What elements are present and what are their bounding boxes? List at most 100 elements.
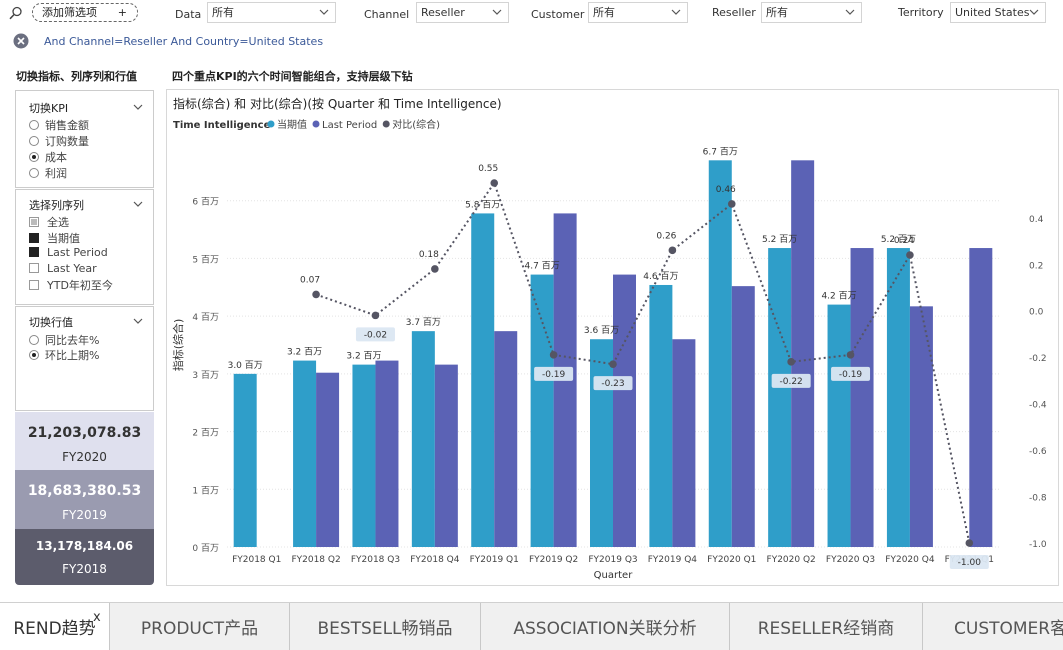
tab-reseller[interactable]: RESELLER经销商 bbox=[730, 603, 923, 650]
kpi-option-sales[interactable]: 销售金额 bbox=[29, 117, 89, 132]
line-label-bg bbox=[593, 376, 633, 391]
tab-label: PRODUCT产品 bbox=[140, 619, 259, 639]
y-tick-label: 2 百万 bbox=[192, 428, 219, 439]
bar-last-period bbox=[791, 160, 815, 548]
chart-heading: 四个重点KPI的六个时间智能组合，支持层级下钻 bbox=[172, 70, 413, 83]
comparison-line bbox=[315, 180, 971, 544]
column-option-last-year[interactable]: Last Year bbox=[29, 262, 97, 276]
column-option-select-all[interactable]: 全选 bbox=[29, 214, 69, 229]
row-option-label: 环比上期% bbox=[45, 349, 100, 362]
y2-tick-label: -0.4 bbox=[1029, 401, 1047, 411]
line-data-label: 0.55 bbox=[478, 164, 498, 174]
kpi-card-fy2018: 13,178,184.06 FY2018 bbox=[15, 529, 154, 585]
filter-reseller-value: 所有 bbox=[766, 6, 788, 19]
chevron-down-icon[interactable] bbox=[133, 317, 143, 325]
filter-reseller-select[interactable]: 所有 bbox=[761, 2, 862, 23]
tab-association[interactable]: ASSOCIATION关联分析 bbox=[481, 603, 730, 650]
y2-tick-label: 0.4 bbox=[1029, 215, 1044, 225]
line-data-label: -0.19 bbox=[839, 370, 863, 380]
tab-label: REND趋势 bbox=[13, 619, 96, 639]
legend-label-0: 当期值 bbox=[277, 118, 307, 131]
comparison-point bbox=[965, 539, 974, 547]
filter-customer-value: 所有 bbox=[593, 6, 615, 19]
tab-trend[interactable]: REND趋势 x bbox=[0, 603, 110, 650]
line-data-label: 0.26 bbox=[656, 231, 676, 241]
add-filter-button[interactable]: 添加筛选项 + bbox=[32, 3, 138, 22]
bar-current bbox=[708, 160, 732, 548]
filter-label-channel: Channel bbox=[364, 8, 410, 21]
comparison-point bbox=[549, 351, 558, 359]
combo-chart: 指标(综合) 和 对比(综合)(按 Quarter 和 Time Intelli… bbox=[171, 96, 1047, 581]
comparison-point bbox=[787, 358, 795, 366]
bar-current bbox=[768, 248, 792, 548]
tab-product[interactable]: PRODUCT产品 bbox=[110, 603, 290, 650]
kpi-year: FY2018 bbox=[62, 562, 107, 576]
y-tick-label: 3 百万 bbox=[192, 370, 219, 381]
row-option-yoy[interactable]: 同比去年% bbox=[29, 332, 99, 347]
bar-data-label: 5.2 百万 bbox=[762, 234, 797, 245]
filter-label-reseller: Reseller bbox=[712, 6, 756, 19]
comparison-point bbox=[727, 200, 736, 208]
bar-last-period bbox=[316, 372, 340, 547]
column-series-slicer: 选择列序列 全选 当期值 Last Period Last Year YTD年初… bbox=[15, 189, 154, 305]
tab-bestsell[interactable]: BESTSELL畅销品 bbox=[290, 603, 481, 650]
search-icon[interactable] bbox=[9, 6, 23, 20]
bar-last-period bbox=[613, 274, 636, 547]
bar-data-label: 3.0 百万 bbox=[228, 360, 263, 371]
x-tick-label: FY2019 Q2 bbox=[529, 555, 578, 565]
close-icon[interactable]: x bbox=[93, 610, 101, 625]
kpi-option-profit[interactable]: 利润 bbox=[29, 165, 67, 180]
column-option-ytd[interactable]: YTD年初至今 bbox=[29, 277, 113, 292]
line-data-label: -1.00 bbox=[958, 558, 982, 568]
kpi-card-fy2020: 21,203,078.83 FY2020 bbox=[15, 412, 154, 470]
y2-tick-label: -0.6 bbox=[1029, 447, 1047, 457]
filter-channel-value: Reseller bbox=[421, 6, 465, 19]
y-tick-label: 4 百万 bbox=[192, 312, 219, 323]
radio-icon bbox=[29, 168, 39, 178]
filter-territory-select[interactable]: United States bbox=[950, 2, 1046, 23]
legend-marker-2 bbox=[382, 120, 390, 128]
comparison-point bbox=[668, 246, 677, 255]
kpi-slicer: 切换KPI 销售金额 订购数量 成本 利润 bbox=[15, 90, 154, 188]
comparison-point bbox=[371, 311, 380, 320]
bar-last-period bbox=[850, 248, 874, 548]
kpi-option-cost[interactable]: 成本 bbox=[29, 149, 67, 164]
column-option-label: YTD年初至今 bbox=[47, 279, 113, 292]
y2-tick-label: 0.2 bbox=[1029, 261, 1043, 271]
line-data-label: -0.22 bbox=[780, 377, 803, 387]
x-tick-label: FY2018 Q3 bbox=[351, 555, 400, 565]
filter-expression: And Channel=Reseller And Country=United … bbox=[44, 35, 324, 48]
radio-icon bbox=[29, 335, 39, 345]
column-option-current[interactable]: 当期值 bbox=[29, 230, 80, 245]
kpi-option-label: 销售金额 bbox=[45, 119, 89, 132]
filter-territory-value: United States bbox=[955, 6, 1030, 19]
chevron-down-icon[interactable] bbox=[133, 103, 143, 111]
bar-current bbox=[649, 284, 673, 547]
bar-data-label: 4.7 百万 bbox=[525, 261, 560, 272]
filter-channel-select[interactable]: Reseller bbox=[416, 2, 509, 23]
tab-customer[interactable]: CUSTOMER客 bbox=[923, 603, 1063, 650]
kpi-option-orders[interactable]: 订购数量 bbox=[29, 133, 89, 148]
filter-data-select[interactable]: 所有 bbox=[207, 2, 336, 23]
bar-last-period bbox=[434, 364, 458, 547]
kpi-value: 13,178,184.06 bbox=[35, 539, 134, 553]
tab-label: ASSOCIATION关联分析 bbox=[513, 619, 697, 639]
clear-filter-icon[interactable] bbox=[13, 33, 29, 49]
comparison-point bbox=[609, 360, 617, 368]
x-tick-label: FY2020 Q1 bbox=[707, 555, 756, 565]
filter-customer-select[interactable]: 所有 bbox=[588, 2, 688, 23]
x-axis-title: Quarter bbox=[594, 570, 634, 581]
column-option-label: Last Year bbox=[47, 262, 97, 275]
add-filter-label: 添加筛选项 bbox=[42, 6, 97, 19]
column-option-last-period[interactable]: Last Period bbox=[29, 246, 108, 260]
chevron-down-icon[interactable] bbox=[133, 200, 143, 208]
kpi-value: 21,203,078.83 bbox=[27, 425, 142, 441]
x-tick-label: FY2019 Q3 bbox=[588, 555, 637, 565]
kpi-card-fy2019: 18,683,380.53 FY2019 bbox=[15, 470, 154, 529]
bar-current bbox=[590, 339, 613, 547]
filter-label-territory: Territory bbox=[898, 6, 944, 19]
row-option-mom[interactable]: 环比上期% bbox=[29, 347, 100, 362]
x-tick-label: FY2020 Q3 bbox=[826, 555, 875, 565]
bar-last-period bbox=[969, 248, 993, 548]
